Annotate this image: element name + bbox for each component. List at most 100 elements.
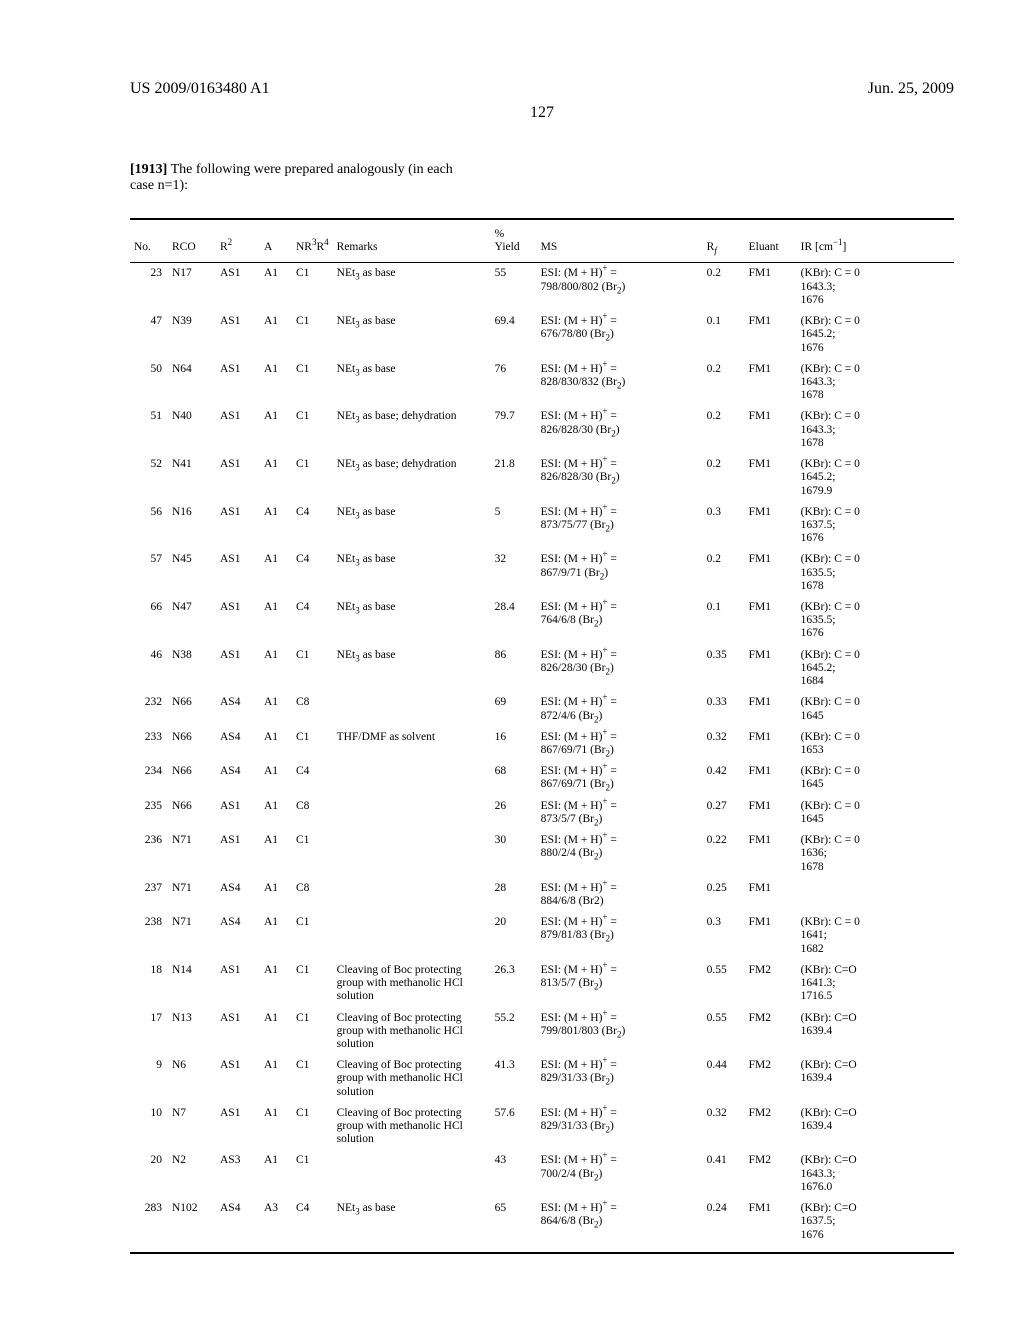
table-row: 232N66AS4A1C869ESI: (M + H)+ =872/4/6 (B…	[130, 692, 954, 726]
cell-ir: (KBr): C=O1637.5;1676	[797, 1198, 954, 1253]
cell-ir: (KBr): C = 01645.2;1676	[797, 311, 954, 359]
cell-a: A1	[260, 1103, 292, 1151]
table-row: 17N13AS1A1C1Cleaving of Boc protecting g…	[130, 1008, 954, 1056]
cell-yield: 79.7	[491, 406, 537, 454]
cell-nr: C4	[292, 761, 333, 795]
cell-ir: (KBr): C = 01636;1678	[797, 830, 954, 878]
cell-remarks: Cleaving of Boc protecting group with me…	[333, 1008, 491, 1056]
cell-rco: N39	[168, 311, 216, 359]
cell-no: 51	[130, 406, 168, 454]
cell-remarks: NEt3 as base; dehydration	[333, 454, 491, 502]
cell-r2: AS1	[216, 645, 260, 693]
cell-ms: ESI: (M + H)+ =864/6/8 (Br2)	[537, 1198, 703, 1253]
cell-rco: N71	[168, 912, 216, 960]
cell-a: A1	[260, 311, 292, 359]
cell-no: 238	[130, 912, 168, 960]
cell-r2: AS4	[216, 878, 260, 912]
cell-nr: C1	[292, 1103, 333, 1151]
cell-ir: (KBr): C = 01645	[797, 692, 954, 726]
cell-nr: C4	[292, 502, 333, 550]
cell-rco: N38	[168, 645, 216, 693]
cell-no: 66	[130, 597, 168, 645]
cell-r2: AS4	[216, 912, 260, 960]
cell-remarks	[333, 692, 491, 726]
cell-ms: ESI: (M + H)+ =829/31/33 (Br2)	[537, 1055, 703, 1103]
cell-rco: N66	[168, 692, 216, 726]
cell-yield: 28.4	[491, 597, 537, 645]
cell-remarks: NEt3 as base	[333, 263, 491, 311]
cell-a: A1	[260, 502, 292, 550]
cell-rf: 0.2	[703, 454, 745, 502]
cell-rco: N66	[168, 761, 216, 795]
cell-rf: 0.27	[703, 796, 745, 830]
cell-no: 17	[130, 1008, 168, 1056]
cell-a: A1	[260, 263, 292, 311]
cell-nr: C1	[292, 1008, 333, 1056]
table-row: 238N71AS4A1C120ESI: (M + H)+ =879/81/83 …	[130, 912, 954, 960]
table-row: 283N102AS4A3C4NEt3 as base65ESI: (M + H)…	[130, 1198, 954, 1253]
cell-ms: ESI: (M + H)+ =826/828/30 (Br2)	[537, 406, 703, 454]
cell-nr: C1	[292, 406, 333, 454]
cell-r2: AS4	[216, 692, 260, 726]
table-body: 23N17AS1A1C1NEt3 as base55ESI: (M + H)+ …	[130, 263, 954, 1253]
cell-nr: C1	[292, 912, 333, 960]
cell-no: 283	[130, 1198, 168, 1253]
cell-no: 235	[130, 796, 168, 830]
cell-remarks: NEt3 as base; dehydration	[333, 406, 491, 454]
col-ir: IR [cm−1]	[797, 219, 954, 263]
cell-rf: 0.55	[703, 960, 745, 1008]
cell-r2: AS1	[216, 830, 260, 878]
cell-no: 57	[130, 549, 168, 597]
cell-ir: (KBr): C = 01645	[797, 761, 954, 795]
cell-remarks	[333, 830, 491, 878]
cell-a: A1	[260, 549, 292, 597]
cell-ir: (KBr): C = 01645.2;1679.9	[797, 454, 954, 502]
cell-a: A1	[260, 406, 292, 454]
cell-eluant: FM2	[745, 960, 797, 1008]
cell-rco: N66	[168, 796, 216, 830]
cell-r2: AS4	[216, 761, 260, 795]
cell-ir: (KBr): C = 01635.5;1676	[797, 597, 954, 645]
cell-ms: ESI: (M + H)+ =829/31/33 (Br2)	[537, 1103, 703, 1151]
cell-ms: ESI: (M + H)+ =867/69/71 (Br2)	[537, 727, 703, 761]
page-date: Jun. 25, 2009	[868, 80, 954, 98]
cell-r2: AS1	[216, 406, 260, 454]
cell-ms: ESI: (M + H)+ =873/75/77 (Br2)	[537, 502, 703, 550]
cell-yield: 41.3	[491, 1055, 537, 1103]
cell-rco: N66	[168, 727, 216, 761]
cell-rf: 0.2	[703, 263, 745, 311]
cell-eluant: FM1	[745, 549, 797, 597]
table-row: 234N66AS4A1C468ESI: (M + H)+ =867/69/71 …	[130, 761, 954, 795]
cell-yield: 57.6	[491, 1103, 537, 1151]
cell-rf: 0.32	[703, 727, 745, 761]
cell-ir: (KBr): C = 01637.5;1676	[797, 502, 954, 550]
cell-remarks	[333, 912, 491, 960]
cell-remarks: Cleaving of Boc protecting group with me…	[333, 960, 491, 1008]
cell-nr: C4	[292, 549, 333, 597]
table-row: 51N40AS1A1C1NEt3 as base; dehydration79.…	[130, 406, 954, 454]
cell-r2: AS1	[216, 1055, 260, 1103]
cell-rco: N17	[168, 263, 216, 311]
table-header-row: No. RCO R2 A NR3R4 Remarks %Yield MS Rf …	[130, 219, 954, 263]
col-rf: Rf	[703, 219, 745, 263]
cell-eluant: FM1	[745, 692, 797, 726]
cell-eluant: FM1	[745, 878, 797, 912]
table-row: 233N66AS4A1C1THF/DMF as solvent16ESI: (M…	[130, 727, 954, 761]
cell-r2: AS1	[216, 311, 260, 359]
cell-r2: AS1	[216, 960, 260, 1008]
cell-remarks: NEt3 as base	[333, 359, 491, 407]
cell-yield: 26.3	[491, 960, 537, 1008]
intro-text-a: The following were prepared analogously …	[167, 162, 452, 177]
cell-eluant: FM1	[745, 761, 797, 795]
cell-r2: AS1	[216, 1008, 260, 1056]
cell-yield: 55.2	[491, 1008, 537, 1056]
cell-eluant: FM2	[745, 1008, 797, 1056]
cell-nr: C1	[292, 645, 333, 693]
table-row: 237N71AS4A1C828ESI: (M + H)+ =884/6/8 (B…	[130, 878, 954, 912]
cell-ms: ESI: (M + H)+ =873/5/7 (Br2)	[537, 796, 703, 830]
cell-no: 20	[130, 1150, 168, 1198]
cell-yield: 55	[491, 263, 537, 311]
cell-ms: ESI: (M + H)+ =867/69/71 (Br2)	[537, 761, 703, 795]
cell-ir: (KBr): C = 01641;1682	[797, 912, 954, 960]
cell-remarks: NEt3 as base	[333, 645, 491, 693]
